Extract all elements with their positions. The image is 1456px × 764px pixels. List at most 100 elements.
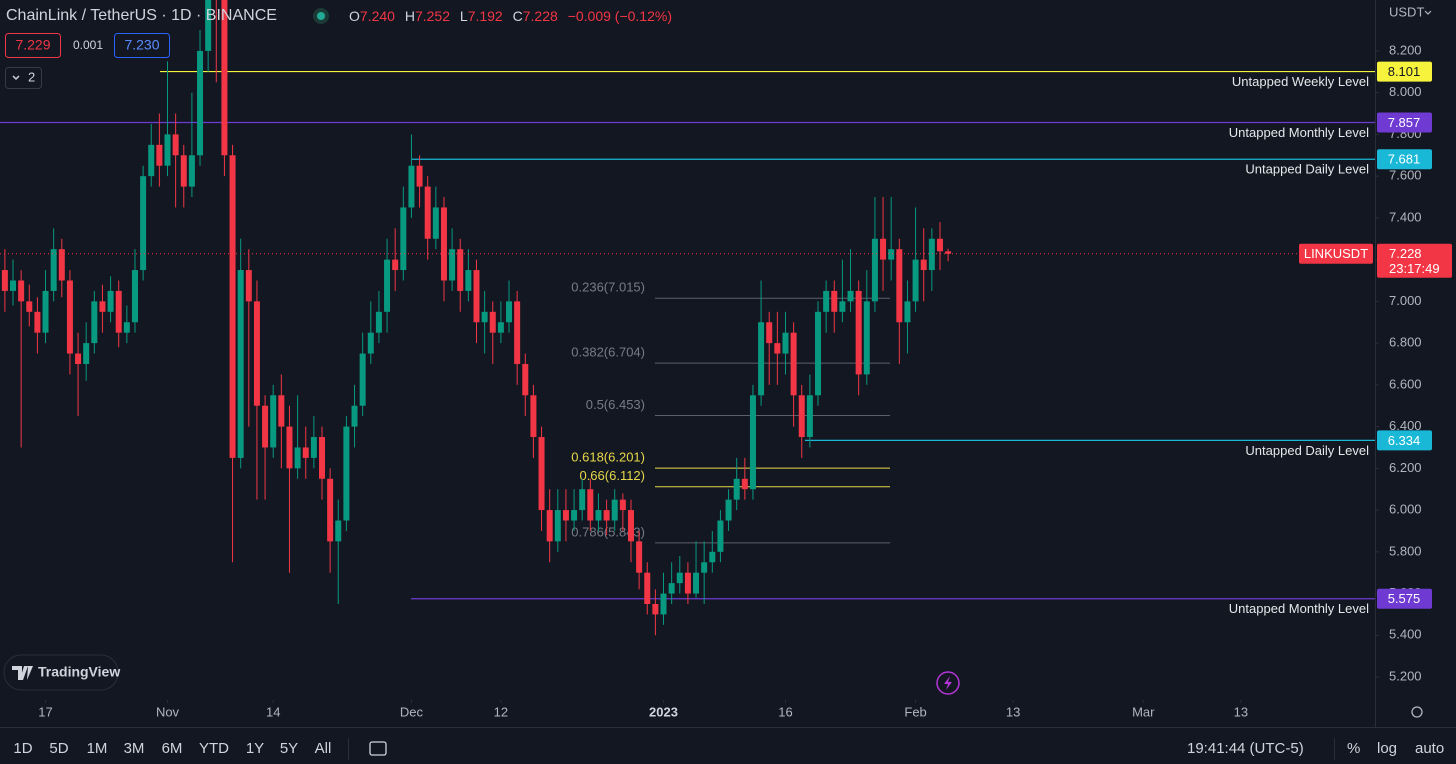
x-tick-label: 16 (778, 704, 792, 719)
candle-body (253, 301, 260, 406)
indicator-count: 2 (28, 69, 35, 84)
candle-body (684, 572, 691, 594)
candle-body (205, 0, 212, 51)
candle-body (701, 562, 708, 573)
logo-text: TradingView (38, 664, 120, 680)
candle-body (188, 155, 195, 187)
ask-box[interactable] (114, 33, 170, 58)
ohlc-value: 7.228 (523, 8, 558, 24)
bid: 7.229 (15, 37, 50, 53)
candle-body (514, 301, 521, 364)
percent-toggle[interactable]: % (1347, 740, 1360, 757)
candle-body (351, 405, 358, 427)
ohlc-key: L (460, 8, 468, 24)
x-tick-label: 2023 (649, 704, 678, 719)
level-text: Untapped Weekly Level (1232, 74, 1369, 89)
level-price: 8.101 (1388, 64, 1421, 79)
ohlc-key: C (513, 8, 523, 24)
logo-badge[interactable] (3, 654, 119, 691)
candle-body (432, 207, 439, 239)
bid-box[interactable] (5, 33, 61, 58)
candle-body (318, 437, 325, 479)
level-price-box (1377, 430, 1432, 451)
range-button[interactable]: 5Y (280, 740, 298, 757)
x-tick-label: 13 (1006, 704, 1020, 719)
candle-body (823, 290, 830, 312)
candle-body (749, 395, 756, 490)
event-icon[interactable] (936, 671, 960, 695)
x-tick-label: 17 (38, 704, 52, 719)
candle-body (741, 478, 748, 490)
range-button[interactable]: 5D (49, 740, 68, 757)
candle-body (148, 144, 155, 177)
candle-body (725, 499, 732, 521)
candle-body (18, 280, 25, 302)
range-button[interactable]: 1M (87, 740, 108, 757)
range-button[interactable]: 6M (162, 740, 183, 757)
ohlc-value: 7.252 (415, 8, 450, 24)
indicators-toggle[interactable] (5, 67, 42, 89)
candle-body (855, 290, 862, 375)
candle-body (221, 0, 228, 156)
candle-body (595, 510, 602, 521)
fib-label: 0.5(6.453) (586, 397, 645, 412)
candle-body (733, 478, 740, 500)
range-button[interactable]: 1Y (246, 740, 264, 757)
y-tick-label: 5.400 (1389, 627, 1422, 642)
candle-body (359, 353, 366, 406)
level-price: 5.575 (1388, 591, 1421, 606)
candle-body (522, 363, 529, 396)
date-range-icon[interactable] (369, 741, 387, 756)
candle-body (790, 332, 797, 396)
candle-body (343, 426, 350, 521)
ohlc-key: O (349, 8, 360, 24)
level-text: Untapped Daily Level (1245, 443, 1369, 458)
last-price: 7.228 (1389, 246, 1422, 261)
candle-body (546, 510, 553, 542)
candle-body (481, 311, 488, 323)
x-tick-label: 13 (1234, 704, 1248, 719)
candle-body (936, 238, 943, 252)
chevron (12, 75, 20, 81)
candle-body (880, 238, 887, 260)
candle-body (50, 249, 57, 291)
candle-body (603, 510, 610, 521)
range-button[interactable]: 3M (124, 740, 145, 757)
candle-body (758, 322, 765, 396)
log-toggle[interactable]: log (1377, 740, 1397, 757)
x-tick-label: Nov (156, 704, 180, 719)
x-tick-label: 14 (266, 704, 280, 719)
chevron (1424, 10, 1432, 15)
candle-body (408, 165, 415, 208)
candle-body (294, 447, 301, 469)
settings-icon[interactable] (1411, 706, 1423, 718)
range-button[interactable]: YTD (199, 740, 229, 757)
change: −0.009 (−0.12%) (568, 8, 672, 24)
level-price-box (1377, 112, 1432, 133)
candle-body (587, 489, 594, 521)
candle-body (26, 301, 33, 312)
candle-body (392, 259, 399, 271)
candle-body (660, 593, 667, 615)
candle-body (131, 270, 138, 323)
x-tick-label: Dec (400, 704, 424, 719)
currency[interactable]: USDT (1389, 4, 1424, 19)
range-button[interactable]: 1D (13, 740, 32, 757)
candle-body (896, 249, 903, 323)
last-price-box (1377, 243, 1452, 278)
candle-body (237, 270, 244, 458)
auto-toggle[interactable]: auto (1415, 740, 1444, 757)
candle-body (945, 251, 952, 254)
candle-body (1, 270, 8, 291)
fib-label: 0.236(7.015) (571, 280, 645, 295)
symbol-box (1299, 243, 1373, 264)
range-button[interactable]: All (315, 740, 332, 757)
level-price: 7.681 (1388, 152, 1421, 167)
candle-body (619, 499, 626, 511)
candle-body (58, 249, 65, 281)
candle-body (91, 301, 98, 344)
y-tick-label: 7.400 (1389, 209, 1422, 224)
